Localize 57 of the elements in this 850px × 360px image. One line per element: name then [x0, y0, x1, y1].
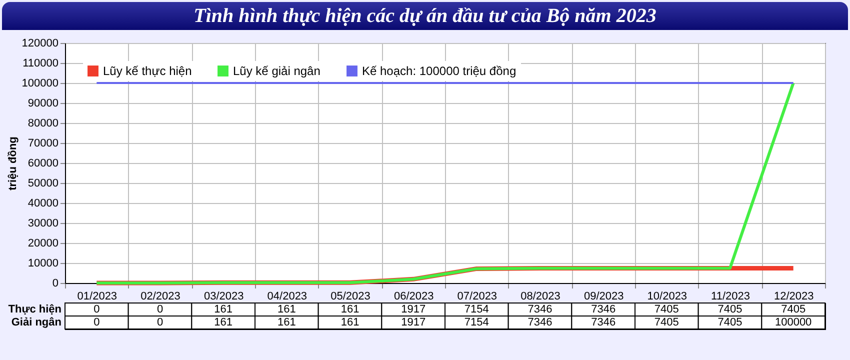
- data-label: 7405: [718, 316, 742, 328]
- data-label: 7405: [781, 304, 806, 316]
- y-tick-label: 20000: [28, 238, 58, 250]
- x-tick-label: 11/2023: [711, 290, 750, 302]
- text: Thực hiện: [8, 304, 62, 316]
- y-tick-label: 70000: [28, 138, 58, 150]
- data-label: 161: [277, 316, 296, 328]
- data-label: 161: [214, 316, 233, 328]
- y-tick-label: 30000: [28, 218, 58, 230]
- x-tick-label: 07/2023: [457, 290, 498, 302]
- data-label: 0: [94, 304, 100, 316]
- data-label: 7154: [464, 316, 489, 328]
- x-tick-label: 10/2023: [647, 290, 688, 302]
- y-tick-label: 40000: [28, 198, 58, 210]
- data-label: 7405: [654, 304, 679, 316]
- data-label: 100000: [774, 316, 812, 328]
- data-label: 161: [340, 316, 360, 328]
- data-label: 161: [277, 304, 296, 316]
- y-tick-label: 50000: [28, 178, 58, 190]
- x-tick-label: 09/2023: [584, 290, 624, 302]
- data-label: 161: [214, 304, 233, 316]
- data-label: 0: [94, 316, 100, 328]
- data-label: 7405: [654, 316, 679, 328]
- data-label: 7346: [528, 316, 552, 328]
- line-series: [95, 82, 795, 284]
- legend-label: Kế hoạch: 100000 triệu đồng: [362, 64, 516, 78]
- y-tick-label: 120000: [22, 38, 58, 50]
- data-label: 7346: [591, 316, 616, 328]
- x-tick-label: 12/2023: [774, 290, 814, 302]
- y-tick-label: 10000: [28, 258, 58, 270]
- chart-title: Tình hình thực hiện các dự án đầu tư của Bộ năm 2023: [2, 2, 848, 30]
- x-tick-label: 08/2023: [520, 290, 560, 302]
- legend-label: Lũy kế giải ngân: [233, 64, 320, 78]
- y-tick-label: 110000: [22, 58, 58, 70]
- x-tick-label: 06/2023: [394, 290, 434, 302]
- y-tick-label: 60000: [28, 158, 58, 170]
- data-label: 7405: [718, 304, 742, 316]
- x-tick-label: 05/2023: [330, 290, 370, 302]
- x-tick-label: 04/2023: [267, 290, 308, 302]
- data-label: 1917: [401, 316, 426, 328]
- data-label: 7154: [464, 304, 489, 316]
- y-tick-label: 90000: [28, 98, 58, 110]
- data-label: 1917: [401, 304, 426, 316]
- legend-label: Lũy kế thực hiện: [103, 64, 192, 78]
- x-tick-label: 01/2023: [77, 290, 118, 302]
- data-label: 0: [156, 304, 164, 316]
- data-label: 7346: [528, 304, 552, 316]
- y-axis-title: triệu đồng: [6, 136, 19, 190]
- y-tick-label: 80000: [28, 118, 58, 130]
- data-label: 0: [156, 316, 164, 328]
- y-tick-label: 100000: [22, 78, 58, 90]
- x-tick-label: 02/2023: [140, 290, 180, 302]
- y-tick-label: 0: [52, 278, 58, 290]
- data-label: 161: [340, 304, 360, 316]
- text: Giải ngân: [11, 316, 62, 328]
- data-label: 7346: [591, 304, 616, 316]
- x-tick-label: 03/2023: [204, 290, 244, 302]
